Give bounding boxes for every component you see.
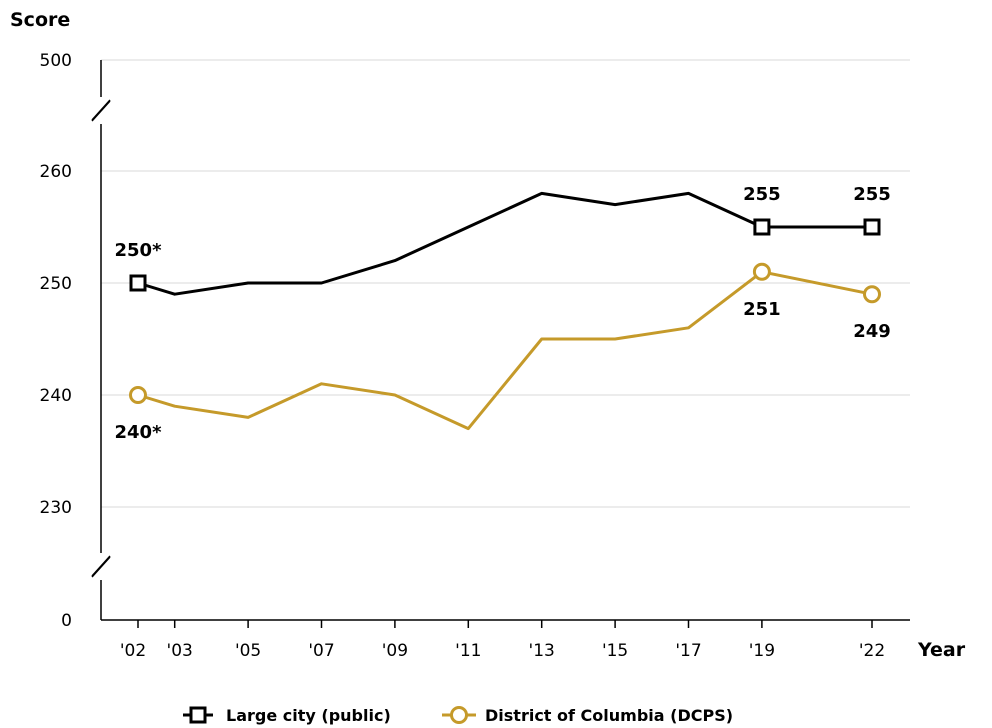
legend-label: District of Columbia (DCPS)	[485, 706, 733, 725]
x-axis-title: Year	[917, 639, 966, 661]
legend-label: Large city (public)	[226, 706, 391, 725]
series-line	[137, 191, 872, 296]
x-tick-label: '07	[308, 641, 334, 661]
x-tick-label: '09	[382, 641, 408, 661]
data-label: 240*	[115, 422, 163, 443]
y-tick-label: 230	[40, 498, 72, 518]
x-tick-label: '15	[602, 641, 628, 661]
data-label: 255	[743, 184, 781, 205]
y-tick-label: 250	[40, 274, 72, 294]
x-tick-label: '11	[455, 641, 481, 661]
x-tick-label: '02	[120, 641, 146, 661]
x-tick-label: '05	[235, 641, 261, 661]
x-tick-label: '13	[529, 641, 555, 661]
data-label: 255	[853, 184, 891, 205]
data-label: 250*	[115, 240, 163, 261]
y-tick-label: 240	[40, 386, 72, 406]
y-tick-label: 260	[40, 162, 72, 182]
x-tick-label: '22	[859, 641, 885, 661]
data-point-marker	[753, 218, 771, 236]
data-point-marker	[752, 262, 771, 281]
axis-break-mark	[91, 555, 111, 577]
series-lines	[129, 191, 881, 431]
data-point-marker	[863, 285, 881, 304]
data-label: 249	[853, 321, 891, 342]
axis-break-mark	[91, 99, 111, 121]
legend: Large city (public) District of Columbia …	[183, 706, 733, 725]
x-tick-label: '19	[749, 641, 775, 661]
x-tick-label: '03	[167, 641, 193, 661]
data-point-marker	[863, 218, 881, 236]
data-point-marker	[129, 386, 147, 404]
data-label: 251	[743, 299, 781, 320]
series-line	[137, 270, 873, 431]
legend-square-marker	[189, 706, 207, 724]
y-tick-label: 0	[61, 611, 72, 631]
legend-circle-marker	[450, 706, 468, 724]
data-labels: 250* 255 255 240* 251 249	[115, 184, 891, 443]
gridlines	[101, 59, 910, 508]
y-axis-title: Score	[10, 9, 70, 31]
axes: Score Year 0 230 240 250 260 500 '02 '03 '05 '07 '…	[10, 9, 966, 661]
x-tick-label: '17	[675, 641, 701, 661]
data-point-marker	[129, 274, 147, 292]
y-tick-label: 500	[40, 51, 72, 71]
